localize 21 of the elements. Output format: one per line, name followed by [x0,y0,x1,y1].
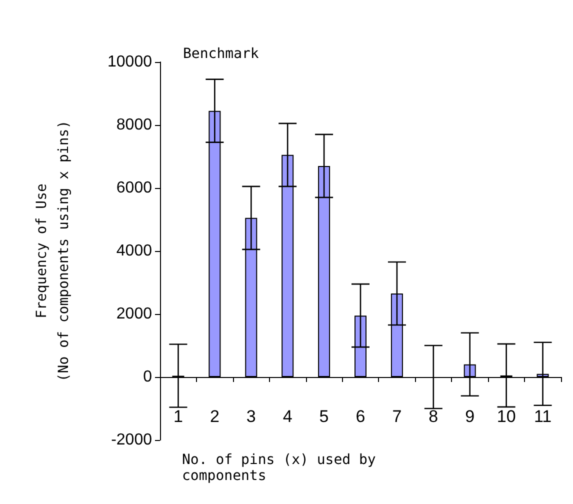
y-tick-label: 2000 [116,306,152,322]
y-tick-label: 6000 [116,180,152,196]
y-tick-label: 4000 [116,242,152,260]
x-axis-title: No. of pins (x) used by components [182,452,376,484]
x-tick-label: 11 [534,407,552,426]
x-tick-label: 7 [392,407,402,426]
chart-title: Benchmark [183,46,260,62]
x-tick-label: 6 [356,407,366,426]
y-tick-label: 0 [143,368,152,386]
x-tick-label: 9 [465,407,475,426]
y-tick-label: 8000 [116,116,152,134]
x-tick-label: 3 [246,407,256,426]
x-tick-label: 10 [496,407,516,426]
x-tick-label: 8 [428,407,438,426]
x-tick-label: 1 [173,407,183,426]
y-tick-label: 10000 [108,54,152,70]
y-tick-label: -2000 [111,432,152,448]
y-axis-title: Frequency of Use (No of components using x pins) [34,120,72,382]
x-tick-label: 4 [282,407,292,426]
x-tick-label: 5 [319,407,329,426]
x-tick-label: 2 [210,407,220,426]
